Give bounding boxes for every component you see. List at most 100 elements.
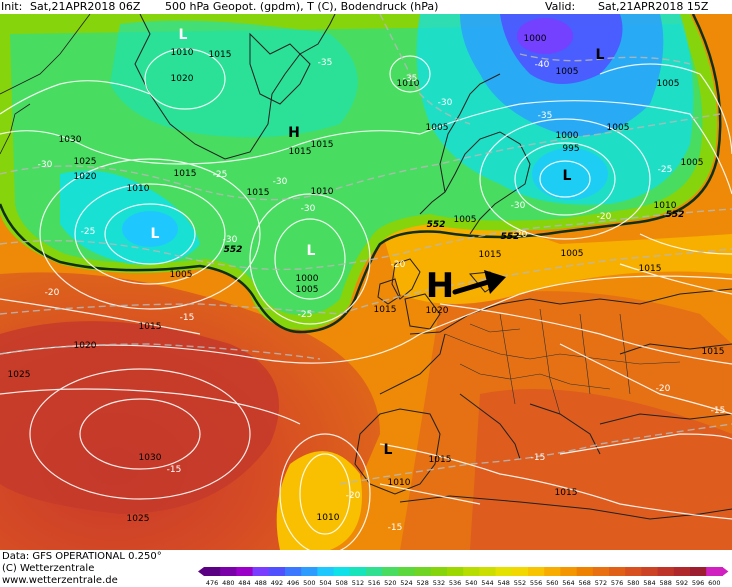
pressure-label: 1010 [127,184,150,194]
colorbar-swatch [366,567,383,576]
valid-label: Valid: [545,0,576,13]
pressure-label: 1030 [59,135,82,145]
colorbar-tick: 588 [659,579,671,587]
border-6 [619,313,631,395]
border-3 [499,313,516,405]
colorbar-tick: 480 [222,579,234,587]
temp-label: -15 [531,453,546,463]
isobar-low-w-2 [74,183,226,285]
temp-label: -30 [223,235,238,245]
isobar-north-1 [389,55,431,93]
pressure-label: 1005 [561,249,584,259]
temp-label: -20 [391,260,406,270]
colorbar-tick: 484 [238,579,250,587]
iberia-coast [354,408,441,495]
colorbar-swatch [511,567,529,576]
isotherm-30 [0,113,721,201]
france-west-coast [379,333,446,395]
country-borders [444,308,681,415]
isotherm-40 [519,53,691,65]
greenland-fjords [249,32,311,105]
balkan-coast [529,403,601,455]
colorbar-swatch [625,567,642,576]
temp-label: -15 [180,313,195,323]
colorbar-swatch [285,567,302,576]
colorbar-swatch [657,567,675,576]
init-value: Sat,21APR2018 06Z [30,0,141,13]
temp-label: -30 [438,98,453,108]
pressure-label: 1005 [607,123,630,133]
footer: Data: GFS OPERATIONAL 0.250° (C) Wetterz… [0,550,732,587]
colorbar-tick: 532 [433,579,445,587]
isobar-low-w-1 [104,203,196,265]
southeast-red-zone [470,389,732,550]
valid-value: Sat,21APR2018 15Z [598,0,709,13]
temp-label: -35 [403,74,418,84]
ireland-coast [377,278,401,305]
colorbar-tick: 596 [692,579,704,587]
colorbar-swatch [544,567,561,576]
isobar-1020-d [559,343,732,415]
colorbar-tick: 556 [530,579,542,587]
colorbar-swatch [333,567,351,576]
colorbar-tick: 504 [319,579,331,587]
isobar-1010-a [0,298,201,335]
isobar-1015-c [439,303,732,365]
pressure-label: 1010 [397,79,420,89]
website: www.wetterzentrale.de [2,575,118,586]
canada-coast [0,14,91,95]
isobar-1020-c [559,433,732,455]
pressure-label: 1015 [209,50,232,60]
colorbar-swatch [204,567,221,576]
pressure-label: 1000 [524,34,547,44]
colorbar-swatch [706,567,723,576]
colorbar-tick: 524 [400,579,412,587]
copyright: (C) Wetterzentrale [2,563,95,574]
init-label: Init: [1,0,23,13]
pressure-label: 1025 [127,514,150,524]
colorbar-swatch [301,567,318,576]
colorbar-tick: 592 [676,579,688,587]
colorbar-swatch [349,567,367,576]
pressure-label: 1015 [429,455,452,465]
colorbar-swatch [592,567,610,576]
colorbar-tick: 536 [449,579,461,587]
pressure-label: 1025 [8,370,31,380]
geopot-label: 552 [501,232,520,242]
temp-label: -25 [658,165,673,175]
isobar-1020-b [0,80,151,115]
temp-label: -30 [273,177,288,187]
temp-label: -25 [81,227,96,237]
isobar-greenland-1 [144,48,226,110]
isotherm-20 [0,248,732,315]
isobar-low-iberia-2 [279,433,371,550]
greenland-coast [134,14,336,160]
border-2 [459,363,611,390]
isotherm-35 [379,14,471,125]
colorbar-tick: 512 [352,579,364,587]
low-marker: L [563,168,572,184]
weather-map-svg: 1010 1015 1020 1000 1005 1030 1025 1000 … [0,14,732,550]
pressure-label: 1005 [681,158,704,168]
pressure-label: 1015 [374,305,397,315]
colorbar-tick: 568 [578,579,590,587]
border-1 [444,333,681,365]
colorbar-swatch [252,567,270,576]
isobar-1015-a [0,275,732,364]
pressure-label: 1005 [426,123,449,133]
temp-label: -30 [511,201,526,211]
high-pressure-annotation: H [426,266,454,306]
colorbar-swatch [463,567,480,576]
europe-north-coast [409,288,732,335]
scandinavia-coast [419,131,531,235]
pressure-label: 995 [562,144,579,154]
pressure-label: 1020 [171,74,194,84]
isobar-1010-b [379,483,481,505]
norway-coast [439,73,501,193]
scotland-coast [391,258,421,300]
north-africa-coast [399,495,732,520]
low-north-sea-core [532,148,608,200]
temp-label: -20 [656,384,671,394]
geopot-label: 552 [427,220,446,230]
pressure-label: 1015 [555,488,578,498]
